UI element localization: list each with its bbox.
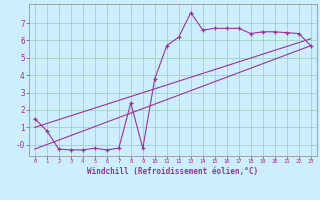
X-axis label: Windchill (Refroidissement éolien,°C): Windchill (Refroidissement éolien,°C) [87, 167, 258, 176]
